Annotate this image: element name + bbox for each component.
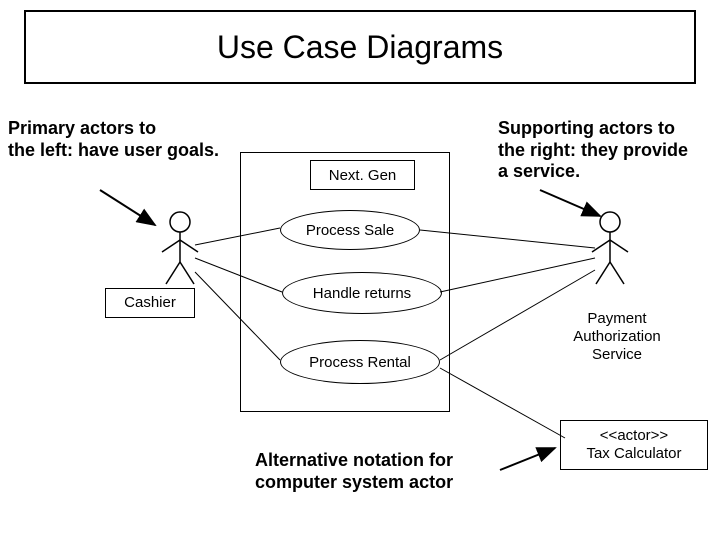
usecase-process-rental: Process Rental [280, 340, 440, 384]
actor-cashier-icon [162, 212, 198, 284]
arrow-primary [100, 190, 155, 225]
actor-label-text: Cashier [124, 294, 176, 312]
system-name-box: Next. Gen [310, 160, 415, 190]
diagram-title: Use Case Diagrams [217, 29, 503, 66]
diagram-title-box: Use Case Diagrams [24, 10, 696, 84]
actor-tax-calculator-label: <<actor>> Tax Calculator [560, 420, 708, 470]
usecase-label: Process Rental [309, 354, 411, 371]
actor-payment-service-icon [592, 212, 628, 284]
arrow-supporting [540, 190, 600, 216]
actor-payment-service-label: Payment Authorization Service [552, 310, 682, 364]
usecase-label: Process Sale [306, 222, 394, 239]
actor-label-text: <<actor>> Tax Calculator [586, 427, 681, 463]
usecase-process-sale: Process Sale [280, 210, 420, 250]
annotation-alt-notation: Alternative notation for computer system… [255, 450, 505, 493]
arrow-alt-notation [500, 448, 555, 470]
annotation-supporting-actors: Supporting actors to the right: they pro… [498, 118, 718, 183]
assoc-line [440, 258, 595, 292]
system-name: Next. Gen [329, 167, 397, 184]
assoc-line [440, 368, 565, 438]
annotation-primary-actors: Primary actors to the left: have user go… [8, 118, 268, 161]
actor-cashier-label: Cashier [105, 288, 195, 318]
usecase-label: Handle returns [313, 285, 411, 302]
usecase-handle-returns: Handle returns [282, 272, 442, 314]
